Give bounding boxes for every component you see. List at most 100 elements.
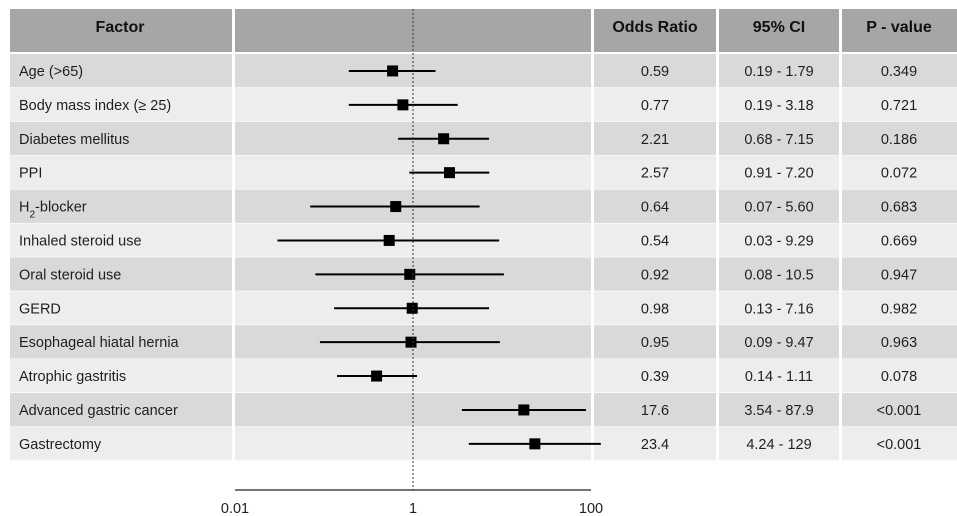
odds-ratio-marker bbox=[438, 133, 450, 145]
header-cell bbox=[719, 9, 839, 52]
factor-label: Inhaled steroid use bbox=[19, 233, 142, 249]
row-cell bbox=[10, 426, 232, 461]
row-cell bbox=[10, 291, 232, 325]
row-cell bbox=[10, 325, 232, 359]
header-cell bbox=[842, 9, 957, 52]
row-cell bbox=[594, 393, 716, 427]
p-value: 0.078 bbox=[881, 369, 917, 385]
row-cell bbox=[10, 189, 232, 223]
p-value: <0.001 bbox=[877, 403, 922, 419]
odds-ratio-value: 2.57 bbox=[641, 166, 669, 182]
header-p-value: P - value bbox=[866, 19, 932, 36]
odds-ratio-value: 0.54 bbox=[641, 233, 669, 249]
odds-ratio-value: 0.98 bbox=[641, 301, 669, 317]
odds-ratio-value: 17.6 bbox=[641, 403, 669, 419]
row-cell bbox=[594, 291, 716, 325]
row-cell bbox=[719, 87, 839, 122]
factor-label: Atrophic gastritis bbox=[19, 369, 126, 385]
row-cell bbox=[719, 291, 839, 325]
odds-ratio-marker bbox=[390, 201, 402, 213]
p-value: 0.669 bbox=[881, 233, 917, 249]
row-cell bbox=[842, 87, 957, 122]
odds-ratio-marker bbox=[387, 65, 399, 77]
header-95ci: 95% CI bbox=[753, 19, 805, 36]
row-cell bbox=[10, 54, 232, 88]
row-cell bbox=[594, 87, 716, 122]
odds-ratio-marker bbox=[383, 234, 395, 246]
factor-label: GERD bbox=[19, 301, 61, 317]
odds-ratio-marker bbox=[443, 167, 455, 179]
odds-ratio-value: 0.92 bbox=[641, 267, 669, 283]
p-value: 0.072 bbox=[881, 166, 917, 182]
odds-ratio-marker bbox=[371, 370, 383, 382]
row-cell bbox=[842, 257, 957, 291]
odds-ratio-marker bbox=[404, 268, 416, 280]
header-cell bbox=[594, 9, 716, 52]
factor-label: H2-blocker bbox=[19, 200, 87, 221]
odds-ratio-marker bbox=[518, 404, 530, 416]
odds-ratio-value: 0.64 bbox=[641, 200, 669, 216]
factor-label: Age (>65) bbox=[19, 64, 83, 80]
odds-ratio-marker bbox=[406, 302, 418, 314]
x-tick-label: 100 bbox=[579, 501, 603, 516]
row-cell bbox=[10, 155, 232, 189]
row-cell bbox=[842, 155, 957, 189]
row-cell bbox=[594, 359, 716, 393]
ci-value: 0.19 - 3.18 bbox=[744, 98, 813, 114]
p-value: 0.683 bbox=[881, 200, 917, 216]
row-cell bbox=[594, 257, 716, 291]
row-cell bbox=[10, 393, 232, 427]
row-cell bbox=[842, 393, 957, 427]
row-cell bbox=[594, 223, 716, 257]
odds-ratio-marker bbox=[405, 336, 417, 348]
row-cell bbox=[842, 121, 957, 156]
odds-ratio-marker bbox=[397, 99, 409, 111]
factor-label: Advanced gastric cancer bbox=[19, 403, 178, 419]
ci-value: 0.07 - 5.60 bbox=[744, 200, 813, 216]
row-cell bbox=[594, 121, 716, 156]
row-cell bbox=[594, 54, 716, 88]
row-cell bbox=[842, 223, 957, 257]
p-value: 0.963 bbox=[881, 335, 917, 351]
row-cell bbox=[594, 426, 716, 461]
factor-label: Gastrectomy bbox=[19, 437, 102, 453]
row-cell bbox=[719, 121, 839, 156]
ci-value: 4.24 - 129 bbox=[746, 437, 811, 453]
p-value: <0.001 bbox=[877, 437, 922, 453]
ci-value: 3.54 - 87.9 bbox=[744, 403, 813, 419]
row-cell bbox=[719, 189, 839, 223]
factor-label: PPI bbox=[19, 166, 42, 182]
row-cell bbox=[719, 426, 839, 461]
ci-value: 0.08 - 10.5 bbox=[744, 267, 813, 283]
odds-ratio-value: 23.4 bbox=[641, 437, 669, 453]
row-cell bbox=[719, 223, 839, 257]
header-cell bbox=[10, 9, 232, 52]
row-cell bbox=[719, 359, 839, 393]
odds-ratio-value: 0.39 bbox=[641, 369, 669, 385]
row-cell bbox=[10, 87, 232, 122]
row-cell bbox=[10, 223, 232, 257]
ci-value: 0.68 - 7.15 bbox=[744, 132, 813, 148]
ci-value: 0.91 - 7.20 bbox=[744, 166, 813, 182]
p-value: 0.947 bbox=[881, 267, 917, 283]
header-odds-ratio: Odds Ratio bbox=[612, 19, 698, 36]
p-value: 0.982 bbox=[881, 301, 917, 317]
factor-label: Oral steroid use bbox=[19, 267, 121, 283]
row-cell bbox=[719, 257, 839, 291]
p-value: 0.349 bbox=[881, 64, 917, 80]
row-cell bbox=[842, 325, 957, 359]
header-factor: Factor bbox=[96, 19, 145, 36]
odds-ratio-value: 2.21 bbox=[641, 132, 669, 148]
x-tick-label: 0.01 bbox=[221, 501, 249, 516]
p-value: 0.186 bbox=[881, 132, 917, 148]
odds-ratio-value: 0.59 bbox=[641, 64, 669, 80]
odds-ratio-marker bbox=[529, 438, 541, 450]
ci-value: 0.14 - 1.11 bbox=[745, 369, 813, 385]
p-value: 0.721 bbox=[881, 98, 917, 114]
factor-label: Body mass index (≥ 25) bbox=[19, 98, 171, 114]
row-cell bbox=[842, 426, 957, 461]
row-cell bbox=[719, 155, 839, 189]
row-cell bbox=[719, 393, 839, 427]
row-cell bbox=[10, 121, 232, 156]
